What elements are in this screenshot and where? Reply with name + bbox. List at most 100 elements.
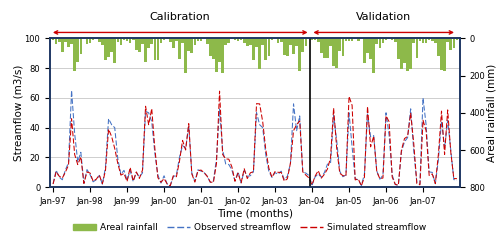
- Bar: [338, 38, 341, 51]
- Bar: [342, 38, 344, 56]
- Bar: [141, 38, 144, 44]
- Bar: [52, 38, 54, 41]
- Bar: [277, 38, 280, 43]
- Bar: [366, 38, 369, 53]
- Bar: [138, 38, 140, 52]
- Bar: [444, 38, 446, 71]
- Bar: [252, 38, 255, 60]
- Bar: [382, 38, 384, 43]
- Bar: [344, 38, 347, 41]
- Bar: [92, 38, 94, 40]
- Bar: [240, 38, 242, 40]
- Bar: [218, 38, 221, 62]
- Bar: [188, 38, 190, 51]
- Bar: [67, 38, 70, 47]
- Bar: [222, 38, 224, 73]
- Bar: [422, 38, 424, 43]
- Bar: [132, 38, 134, 40]
- Bar: [302, 38, 304, 52]
- Bar: [317, 38, 320, 42]
- Bar: [416, 38, 418, 58]
- Bar: [292, 38, 295, 54]
- Bar: [326, 38, 329, 58]
- Y-axis label: Areal rainfall (mm): Areal rainfall (mm): [487, 64, 497, 162]
- Bar: [308, 38, 310, 39]
- Bar: [120, 38, 122, 45]
- Bar: [122, 38, 126, 41]
- Bar: [55, 38, 58, 44]
- Bar: [384, 38, 388, 40]
- Bar: [156, 38, 159, 60]
- Bar: [262, 38, 264, 45]
- Bar: [410, 38, 412, 69]
- Bar: [70, 38, 73, 44]
- Bar: [178, 38, 181, 59]
- Bar: [283, 38, 286, 55]
- Bar: [372, 38, 375, 72]
- Bar: [388, 38, 390, 39]
- Bar: [172, 38, 174, 48]
- Bar: [280, 38, 282, 42]
- Y-axis label: Streamflow (m3/s): Streamflow (m3/s): [13, 65, 23, 161]
- Bar: [108, 38, 110, 57]
- Bar: [336, 38, 338, 68]
- Bar: [394, 38, 396, 42]
- Bar: [95, 38, 98, 39]
- Text: Validation: Validation: [356, 12, 412, 22]
- Bar: [264, 38, 267, 60]
- Bar: [437, 38, 440, 56]
- Bar: [144, 38, 147, 62]
- Bar: [116, 38, 119, 42]
- Bar: [400, 38, 402, 69]
- Bar: [329, 38, 332, 46]
- Bar: [184, 38, 187, 72]
- Bar: [348, 38, 350, 41]
- Bar: [129, 38, 132, 43]
- Bar: [74, 38, 76, 71]
- Bar: [351, 38, 354, 41]
- Bar: [160, 38, 162, 43]
- Bar: [332, 38, 335, 66]
- Text: Calibration: Calibration: [150, 12, 210, 22]
- Bar: [230, 38, 233, 39]
- Bar: [236, 38, 240, 41]
- Bar: [58, 38, 60, 42]
- Bar: [80, 38, 82, 54]
- Bar: [209, 38, 212, 56]
- Bar: [224, 38, 227, 45]
- Bar: [320, 38, 322, 53]
- Bar: [298, 38, 301, 71]
- Bar: [397, 38, 400, 59]
- Bar: [150, 38, 153, 44]
- Bar: [104, 38, 107, 60]
- Bar: [228, 38, 230, 43]
- Bar: [154, 38, 156, 60]
- Bar: [166, 38, 168, 39]
- Bar: [286, 38, 288, 56]
- Legend: Areal rainfall, Observed streamflow, Simulated streamflow: Areal rainfall, Observed streamflow, Sim…: [70, 219, 430, 235]
- Bar: [203, 38, 205, 39]
- Bar: [98, 38, 100, 42]
- Bar: [249, 38, 252, 45]
- Bar: [360, 38, 362, 39]
- Bar: [61, 38, 64, 52]
- Bar: [246, 38, 248, 46]
- Bar: [163, 38, 166, 40]
- Bar: [456, 38, 458, 40]
- Bar: [206, 38, 208, 44]
- Bar: [431, 38, 434, 41]
- Bar: [110, 38, 113, 52]
- Bar: [234, 38, 236, 40]
- Bar: [270, 38, 274, 40]
- Bar: [289, 38, 292, 45]
- Bar: [314, 38, 316, 40]
- Bar: [258, 38, 261, 69]
- Bar: [255, 38, 258, 47]
- Bar: [175, 38, 178, 41]
- Bar: [196, 38, 200, 41]
- Bar: [376, 38, 378, 44]
- Bar: [82, 38, 85, 39]
- Bar: [148, 38, 150, 48]
- Bar: [440, 38, 443, 70]
- Bar: [194, 38, 196, 45]
